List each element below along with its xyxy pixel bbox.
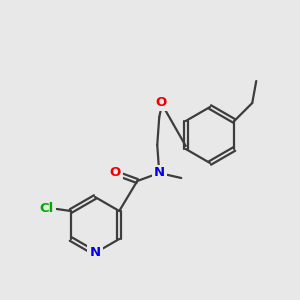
Text: N: N bbox=[154, 167, 165, 179]
Text: O: O bbox=[110, 167, 121, 179]
Text: N: N bbox=[89, 247, 100, 260]
Text: O: O bbox=[156, 97, 167, 110]
Text: Cl: Cl bbox=[40, 202, 54, 215]
